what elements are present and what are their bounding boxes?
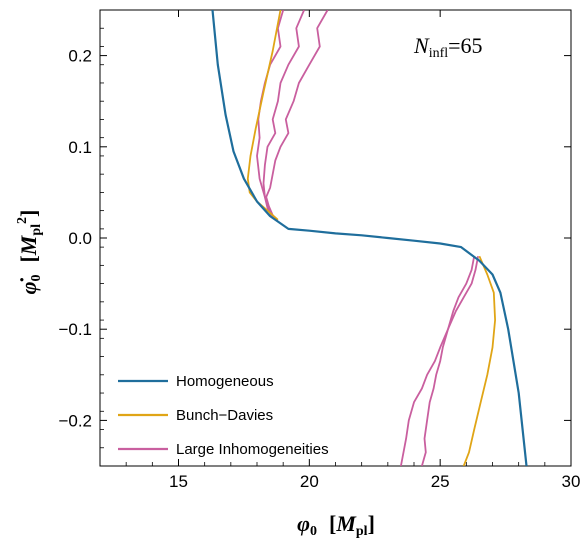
series-bunch-davies-line	[462, 255, 497, 466]
x-axis-label: φ0 [Mpl]	[297, 511, 375, 539]
y-tick-label: 0.2	[68, 47, 92, 66]
legend-label: Large Inhomogeneities	[176, 441, 329, 458]
series-large-inhomogeneities-line	[400, 256, 479, 466]
series-homogeneous-line	[211, 10, 528, 466]
legend-label: Bunch−Davies	[176, 407, 273, 424]
series-large-inhomogeneities-line	[421, 256, 476, 466]
series-layer	[211, 10, 528, 466]
y-tick-label: −0.2	[58, 411, 92, 430]
legend: Homogeneous Bunch−Davies Large Inhomogenei…	[118, 373, 329, 458]
y-tick-label: 0.0	[68, 229, 92, 248]
y-axis-label: φ̇0[Mpl2]	[15, 210, 44, 295]
annotation-n-infl: Ninfl=65	[413, 33, 483, 61]
x-tick-label: 30	[562, 472, 581, 491]
y-tick-label: −0.1	[58, 320, 92, 339]
x-tick-label: 20	[300, 472, 319, 491]
y-tick-label: 0.1	[68, 138, 92, 157]
x-tick-label: 15	[169, 472, 188, 491]
axis-ticks: 15 20 25 30 0.2 0.1 0.0 −0.1 −0.2	[58, 9, 581, 491]
x-tick-label: 25	[431, 472, 450, 491]
plot-area	[99, 9, 572, 467]
series-large-inhomogeneities-line	[265, 10, 329, 223]
legend-label: Homogeneous	[176, 373, 274, 390]
